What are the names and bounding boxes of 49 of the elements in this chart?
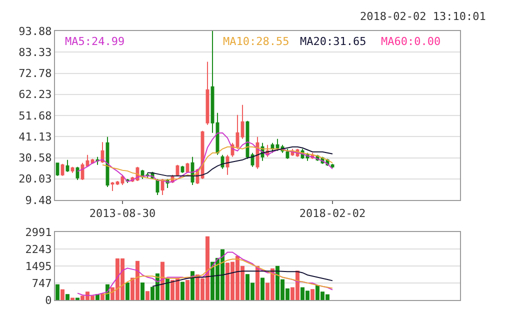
y-tick-label: 9.48 (25, 194, 52, 207)
y-tick-label: 83.33 (18, 46, 52, 59)
bar (60, 289, 64, 300)
text: MA10:28.55 (223, 35, 290, 48)
line-series (77, 252, 333, 296)
y-tick-label: 2243 (25, 242, 52, 256)
bar (166, 278, 170, 300)
legend-label: MA60:0.00 (381, 35, 441, 48)
candlestick (240, 104, 244, 140)
bar (260, 278, 264, 300)
candlestick (66, 159, 70, 172)
y-tick-label: 72.78 (18, 67, 52, 80)
bar (140, 282, 144, 300)
y-tick-label: 2991 (25, 226, 52, 239)
y-tick-label: 0 (45, 294, 52, 307)
bar (66, 294, 70, 300)
y-tick-label: 41.13 (18, 130, 52, 144)
text: MA20:31.65 (300, 35, 366, 48)
y-tick-label: 93.88 (18, 24, 52, 38)
line-series (102, 258, 333, 295)
line-series (102, 146, 333, 181)
bar (160, 262, 164, 300)
text: MA5:24.99 (65, 35, 125, 48)
candlestick (70, 166, 74, 174)
y-tick-label: 1495 (25, 260, 52, 273)
bar (186, 280, 190, 300)
x-tick-label: 2013-08-30 (89, 207, 156, 220)
bar (126, 282, 130, 300)
candlestick (110, 181, 114, 192)
y-tick-label: 747 (32, 276, 52, 290)
x-tick-label: 2018-02-02 (299, 207, 366, 220)
bar (190, 271, 194, 300)
bar (310, 289, 314, 300)
line-series (77, 132, 333, 182)
candlestick (226, 154, 230, 176)
y-tick-label: 62.23 (18, 88, 52, 102)
line-series (147, 146, 333, 176)
bar (180, 282, 184, 300)
bar (146, 291, 150, 300)
bar (56, 284, 60, 300)
candlestick (276, 138, 280, 152)
candlestick (210, 31, 214, 134)
text: 2018-02-02 13:10:01 (360, 10, 486, 23)
candlestick (236, 114, 240, 150)
candlestick (206, 61, 210, 126)
line-series (152, 270, 333, 287)
y-tick-label: 20.03 (18, 172, 52, 186)
y-tick-label: 30.58 (18, 152, 52, 165)
y-tick-label: 51.68 (18, 109, 52, 122)
